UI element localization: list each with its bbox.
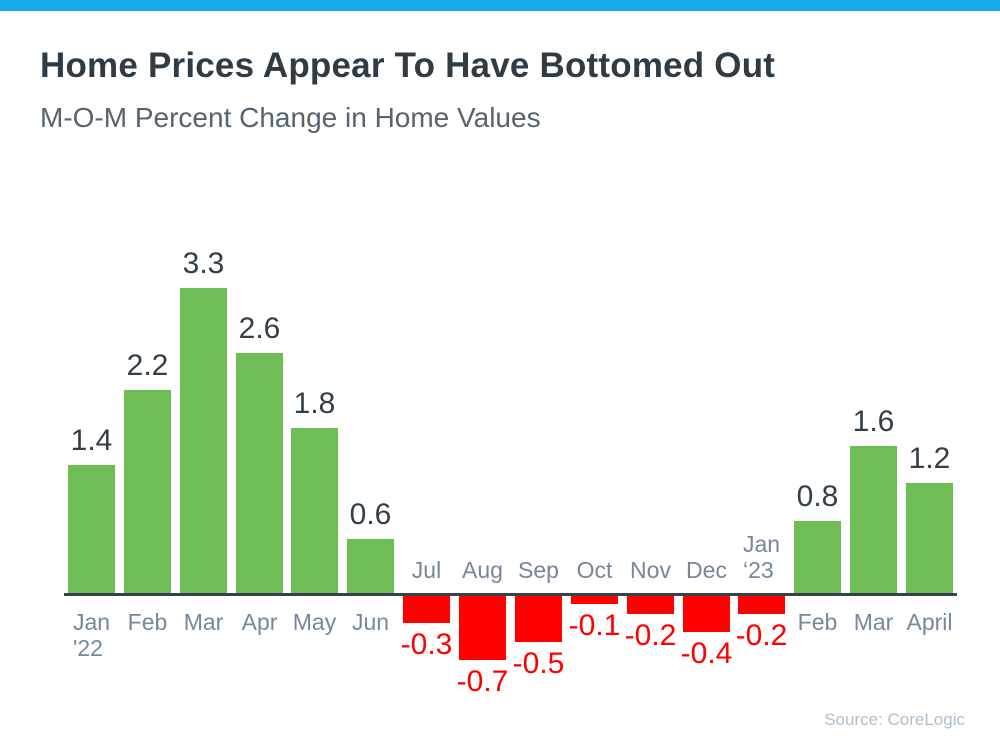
month-label: Nov bbox=[630, 557, 671, 583]
month-label: Oct bbox=[576, 557, 613, 583]
top-accent-bar bbox=[0, 0, 1000, 11]
month-label: May bbox=[292, 609, 337, 635]
month-label: Dec bbox=[686, 557, 727, 583]
bar-chart: 1.4 Jan '22 2.2 Feb 3.3 Mar 2.6 Apr 1.8 May 0.6 Jun… bbox=[64, 160, 964, 740]
bar-value-label: -0.3 bbox=[400, 628, 453, 661]
month-label: Feb bbox=[797, 609, 838, 635]
bar-positive bbox=[68, 465, 115, 595]
month-label: Jan '22 bbox=[72, 609, 111, 661]
bar-value-label: 1.4 bbox=[70, 424, 113, 457]
bar-positive bbox=[236, 353, 283, 595]
bar-negative bbox=[459, 595, 506, 660]
month-label: April bbox=[906, 609, 953, 635]
month-label: Mar bbox=[183, 609, 224, 635]
month-label: Jul bbox=[411, 557, 442, 583]
source-credit: Source: CoreLogic bbox=[824, 710, 965, 729]
bar-value-label: 2.2 bbox=[126, 349, 169, 382]
month-label: Mar bbox=[853, 609, 894, 635]
month-label: Aug bbox=[462, 557, 503, 583]
bar-positive bbox=[794, 521, 841, 595]
bar-negative bbox=[403, 595, 450, 623]
bar-negative bbox=[738, 595, 785, 614]
month-label: Apr bbox=[241, 609, 278, 635]
month-label: Sep bbox=[518, 557, 559, 583]
bar-negative bbox=[515, 595, 562, 642]
bar-value-label: 1.8 bbox=[293, 387, 336, 420]
bar-value-label: -0.5 bbox=[512, 647, 565, 680]
bar-value-label: 0.6 bbox=[349, 498, 392, 531]
bar-positive bbox=[906, 483, 953, 595]
bar-value-label: 0.8 bbox=[796, 480, 839, 513]
bar-value-label: 1.2 bbox=[908, 442, 951, 475]
bar-positive bbox=[180, 288, 227, 595]
month-label: Jun bbox=[351, 609, 390, 635]
bar-positive bbox=[124, 390, 171, 595]
bar-negative bbox=[683, 595, 730, 632]
month-label: Feb bbox=[127, 609, 168, 635]
bar-value-label: -0.1 bbox=[568, 609, 621, 642]
bar-value-label: -0.2 bbox=[735, 619, 788, 652]
month-label: Jan ‘23 bbox=[742, 531, 781, 583]
x-axis-line bbox=[64, 593, 957, 596]
bar-value-label: 1.6 bbox=[852, 405, 895, 438]
bar-negative bbox=[627, 595, 674, 614]
bar-value-label: 2.6 bbox=[238, 312, 281, 345]
bar-negative bbox=[571, 595, 618, 604]
page-title: Home Prices Appear To Have Bottomed Out bbox=[40, 46, 776, 85]
bar-positive bbox=[347, 539, 394, 595]
chart-subtitle: M-O-M Percent Change in Home Values bbox=[40, 102, 541, 133]
bar-positive bbox=[291, 428, 338, 595]
bar-positive bbox=[850, 446, 897, 595]
bar-value-label: -0.2 bbox=[624, 619, 677, 652]
bar-value-label: -0.7 bbox=[456, 665, 509, 698]
bar-value-label: 3.3 bbox=[182, 247, 225, 280]
bar-value-label: -0.4 bbox=[680, 637, 733, 670]
